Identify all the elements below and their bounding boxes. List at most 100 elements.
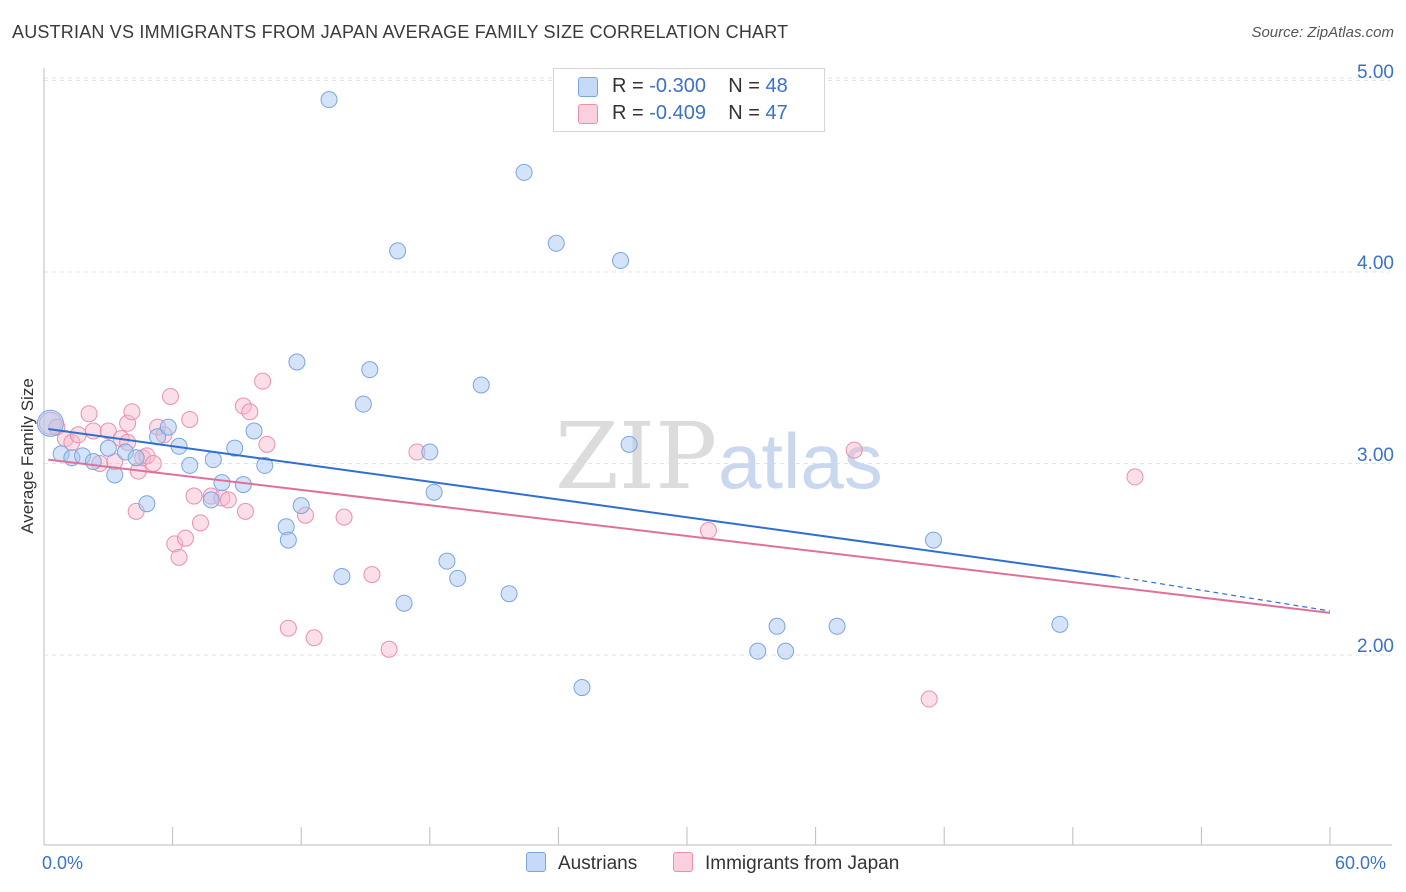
austrians-point — [320, 91, 338, 109]
austrians-point — [924, 531, 942, 549]
legend: R = -0.300 N = 48 R = -0.409 N = 47 — [553, 68, 825, 132]
austrians-point — [395, 594, 413, 612]
legend-n-value-austrians: 48 — [765, 75, 788, 97]
y-tick-label: 4.00 — [1357, 253, 1394, 274]
austrians-point — [226, 439, 244, 457]
japan-point — [170, 548, 188, 566]
austrians-point — [449, 569, 467, 587]
trend-lines — [48, 428, 1331, 614]
axes — [43, 68, 1392, 846]
austrians-point — [421, 443, 439, 461]
japan-point — [234, 397, 252, 415]
japan-point — [380, 640, 398, 658]
austrians-point — [749, 642, 767, 660]
japan-point — [699, 522, 717, 540]
japan-point — [119, 414, 137, 432]
bottom-legend-label-japan: Immigrants from Japan — [705, 853, 900, 874]
austrians-point — [612, 252, 630, 270]
japan-point — [123, 403, 141, 421]
japan-point — [920, 690, 938, 708]
japan-point — [254, 372, 272, 390]
austrians-point — [472, 376, 490, 394]
bottom-legend-austrians: Austrians — [526, 852, 637, 875]
japan-point — [241, 403, 259, 421]
japan-point — [176, 529, 194, 547]
japan-point — [279, 619, 297, 637]
austrians-point — [36, 409, 64, 437]
austrians-point — [333, 567, 351, 585]
watermark: ZIP atlas — [555, 403, 883, 510]
austrians-point — [620, 435, 638, 453]
austrians-point — [288, 353, 306, 371]
japan-point — [258, 435, 276, 453]
legend-r-label: R = — [612, 75, 644, 97]
legend-n-label: N = — [728, 102, 760, 124]
japan-point — [99, 422, 117, 440]
austrians-point — [256, 456, 274, 474]
austrians-trend-line — [48, 428, 1116, 578]
japan-point — [305, 629, 323, 647]
austrians-point — [777, 642, 795, 660]
japan-point — [219, 491, 237, 509]
legend-swatch-japan — [578, 104, 598, 124]
austrians-point — [99, 439, 117, 457]
legend-r-label: R = — [612, 102, 644, 124]
austrians-point — [500, 585, 518, 603]
japan-point — [236, 502, 254, 520]
x-tick-label-min: 0.0% — [42, 853, 84, 873]
watermark-atlas: atlas — [718, 417, 883, 505]
japan-point — [161, 387, 179, 405]
grid-lines — [44, 77, 1390, 656]
austrians-point — [1051, 615, 1069, 633]
legend-r-value-austrians: -0.300 — [649, 75, 706, 97]
watermark-zip: ZIP — [555, 403, 717, 510]
japan-point — [185, 487, 203, 505]
austrians-point — [573, 679, 591, 697]
austrians-point — [159, 418, 177, 436]
japan-trend-line — [48, 458, 1331, 614]
austrians-point — [279, 531, 297, 549]
austrians-point — [127, 449, 145, 467]
y-tick-label: 2.00 — [1357, 636, 1394, 657]
japan-point — [363, 566, 381, 584]
legend-swatch-austrians — [578, 77, 598, 97]
japan-point — [80, 405, 98, 423]
austrians-point — [138, 495, 156, 513]
bottom-legend-swatch-austrians — [526, 852, 546, 872]
austrians-point — [354, 395, 372, 413]
japan-point — [191, 514, 209, 532]
austrians-point — [547, 234, 565, 252]
legend-n-value-japan: 47 — [765, 102, 788, 124]
austrians-point — [768, 617, 786, 635]
austrians-point — [84, 453, 102, 471]
austrians-trend-extension — [1115, 575, 1331, 612]
japan-point — [1126, 468, 1144, 486]
austrians-point — [515, 163, 533, 181]
japan-point — [181, 410, 199, 428]
series-austrians-points — [36, 91, 1069, 697]
chart-title: AUSTRIAN VS IMMIGRANTS FROM JAPAN AVERAG… — [12, 22, 789, 42]
austrians-point — [181, 456, 199, 474]
bottom-legend-swatch-japan — [673, 852, 693, 872]
bottom-legend-japan: Immigrants from Japan — [673, 852, 899, 875]
austrians-point — [106, 466, 124, 484]
austrians-point — [828, 617, 846, 635]
y-axis-label: Average Family Size — [18, 378, 37, 534]
austrians-point — [425, 483, 443, 501]
austrians-point — [245, 422, 263, 440]
legend-r-value-japan: -0.409 — [649, 102, 706, 124]
japan-point — [144, 455, 162, 472]
japan-point — [166, 535, 184, 553]
x-tick-label-max: 60.0% — [1335, 853, 1387, 873]
austrians-point — [438, 552, 456, 570]
japan-point — [845, 441, 863, 459]
austrians-point — [389, 242, 407, 260]
legend-n-label: N = — [728, 75, 760, 97]
austrians-point — [204, 451, 222, 469]
source-label: Source: ZipAtlas.com — [1251, 24, 1394, 41]
austrians-point — [213, 474, 231, 492]
japan-point — [335, 508, 353, 526]
austrians-point — [292, 497, 310, 515]
y-tick-label: 5.00 — [1357, 61, 1394, 83]
